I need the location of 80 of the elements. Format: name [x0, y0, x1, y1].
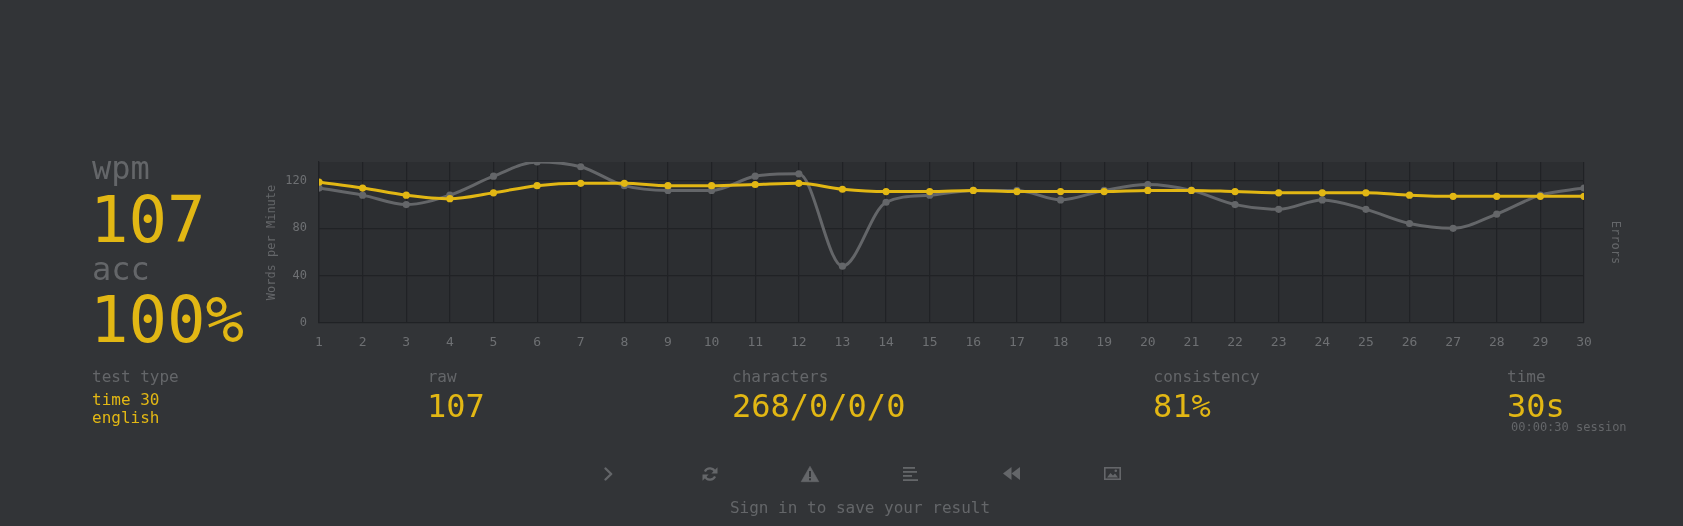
x-tick-label: 3	[402, 334, 411, 350]
point	[1493, 192, 1501, 200]
point	[359, 191, 367, 199]
point	[1362, 189, 1370, 197]
x-tick-label: 20	[1139, 334, 1156, 350]
x-tick-label: 15	[921, 334, 938, 350]
y-tick-label: 120	[285, 173, 307, 188]
x-tick-label: 8	[620, 334, 629, 350]
point	[1275, 189, 1283, 197]
x-tick-label: 13	[834, 334, 851, 350]
point	[577, 163, 585, 171]
y-tick-label: 80	[292, 220, 307, 235]
point	[882, 188, 890, 196]
x-tick-label: 22	[1227, 334, 1243, 350]
point	[402, 201, 410, 209]
point	[1056, 196, 1065, 204]
x-tick-label: 11	[747, 334, 764, 350]
point	[1493, 210, 1501, 218]
point	[882, 198, 890, 206]
point	[838, 262, 847, 270]
y-tick-label: 0	[299, 315, 307, 330]
x-tick-label: 10	[703, 334, 720, 350]
point	[359, 184, 367, 192]
point	[1275, 205, 1283, 213]
point	[533, 182, 541, 190]
point	[838, 185, 847, 193]
point	[1231, 188, 1239, 196]
point	[795, 170, 803, 178]
y-tick-label: 40	[292, 267, 307, 282]
point	[1318, 189, 1326, 197]
point	[1144, 186, 1152, 195]
point	[751, 172, 759, 180]
x-tick-label: 12	[791, 334, 807, 350]
point	[795, 179, 803, 187]
x-tick-label: 17	[1009, 334, 1025, 350]
point	[1231, 201, 1239, 209]
x-tick-label: 16	[965, 334, 982, 350]
x-tick-label: 26	[1401, 334, 1418, 350]
point	[489, 189, 498, 197]
point	[707, 182, 716, 190]
point	[1056, 188, 1065, 196]
x-tick-label: 7	[576, 334, 585, 350]
line-series	[319, 178, 1584, 203]
point	[402, 191, 410, 199]
text: 81%	[1153, 387, 1211, 425]
point	[1318, 196, 1326, 204]
point	[1449, 192, 1457, 200]
x-tick-label: 25	[1358, 334, 1374, 350]
text: 268/0/0/0	[732, 387, 906, 425]
point	[664, 182, 672, 190]
x-tick-label: 27	[1445, 334, 1461, 350]
text: 107	[427, 387, 485, 425]
x-tick-label: 24	[1314, 334, 1331, 350]
x-tick-label: 2	[358, 334, 367, 350]
text: 30s	[1507, 387, 1565, 425]
x-tick-label: 9	[664, 334, 672, 350]
x-tick-label: 14	[878, 334, 895, 350]
x-tick-label: 18	[1052, 334, 1069, 350]
x-tick-label: 4	[445, 334, 454, 350]
point	[489, 172, 498, 180]
point	[577, 179, 585, 187]
x-tick-label: 30	[1576, 334, 1592, 350]
point	[1449, 224, 1457, 232]
x-tick-label: 1	[315, 334, 323, 350]
point	[1405, 191, 1414, 199]
x-tick-label: 6	[533, 334, 542, 350]
text: 100%	[90, 283, 245, 357]
x-tick-label: 5	[489, 334, 498, 350]
x-tick-label: 29	[1532, 334, 1549, 350]
point	[446, 195, 454, 203]
x-tick-label: 28	[1488, 334, 1505, 350]
x-tick-label: 21	[1183, 334, 1200, 350]
x-tick-label: 19	[1096, 334, 1112, 350]
text: english	[92, 407, 160, 427]
x-tick-label: 23	[1270, 334, 1287, 350]
point	[1362, 205, 1370, 213]
text: time 30	[92, 389, 160, 409]
point	[751, 180, 759, 189]
point	[1405, 219, 1414, 228]
point	[1144, 180, 1152, 189]
